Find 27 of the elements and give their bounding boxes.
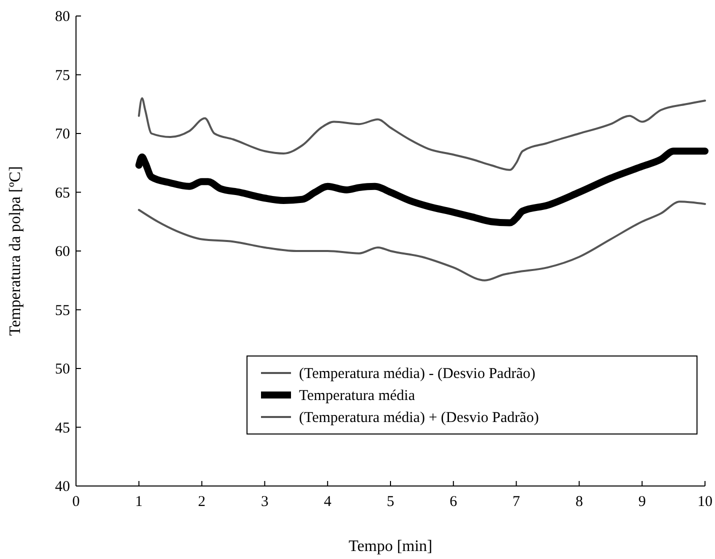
line-series	[138, 200, 706, 282]
legend-label: (Temperatura média) + (Desvio Padrão)	[299, 410, 539, 426]
x-axis-title: Tempo [min]	[348, 538, 432, 555]
y-tick-label: 65	[55, 185, 70, 202]
x-tick-label: 9	[638, 494, 646, 510]
x-tick-label: 10	[698, 494, 712, 510]
x-tick-label: 5	[386, 494, 394, 510]
x-tick-label: 1	[135, 494, 143, 510]
y-tick-label: 80	[55, 9, 70, 25]
x-tick-label: 7	[512, 494, 521, 510]
legend-label: (Temperatura média) - (Desvio Padrão)	[299, 366, 536, 382]
y-tick-label: 60	[55, 244, 70, 260]
y-tick-label: 45	[55, 420, 70, 436]
x-tick-label: 8	[575, 494, 583, 510]
y-tick-label: 55	[55, 302, 70, 319]
legend-label: Temperatura média	[299, 388, 416, 404]
y-tick-label: 75	[55, 68, 70, 84]
x-tick-label: 4	[324, 494, 332, 510]
line-series	[138, 97, 706, 171]
x-tick-label: 2	[198, 494, 206, 510]
y-axis-title: Temperatura da polpa [ºC]	[7, 166, 24, 336]
x-tick-label: 6	[450, 494, 458, 510]
x-tick-label: 3	[260, 494, 268, 510]
y-tick-label: 40	[55, 479, 70, 495]
y-tick-label: 70	[55, 126, 70, 142]
y-tick-label: 50	[55, 362, 70, 378]
x-tick-label: 0	[72, 494, 80, 510]
